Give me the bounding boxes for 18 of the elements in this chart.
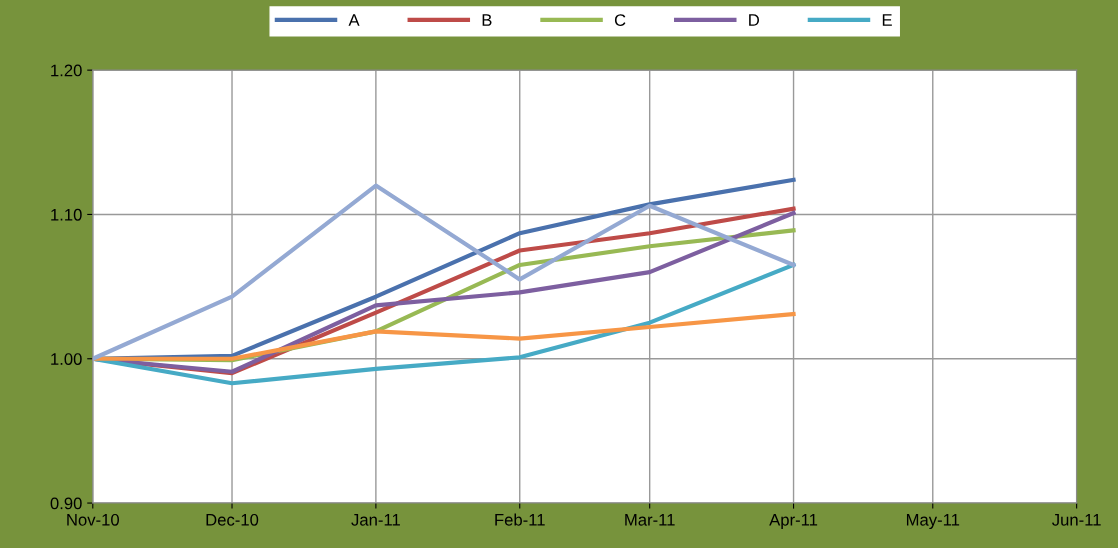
x-tick-label: Jun-11 [1052,514,1101,526]
x-tick-label: Feb-11 [495,513,545,526]
legend-label: B [482,14,492,26]
y-tick-label: 1.20 [51,64,82,77]
x-tick-label: Dec-10 [206,513,259,526]
x-tick-label: Jan-11 [351,514,400,526]
legend-label: C [614,14,626,26]
x-tick-label: Apr-11 [769,514,818,530]
x-tick-label: May-11 [906,514,960,530]
legend-label: E [882,14,892,26]
y-tick-label: 1.00 [51,353,82,365]
line-series [92,311,796,361]
x-tick-label: Nov-10 [67,513,120,526]
legend-label: A [348,14,360,26]
y-tick-label: 1.10 [51,208,82,221]
x-tick-label: Mar-11 [625,514,675,526]
y-tick-label: 0.90 [50,497,82,510]
legend-label: D [749,14,760,26]
